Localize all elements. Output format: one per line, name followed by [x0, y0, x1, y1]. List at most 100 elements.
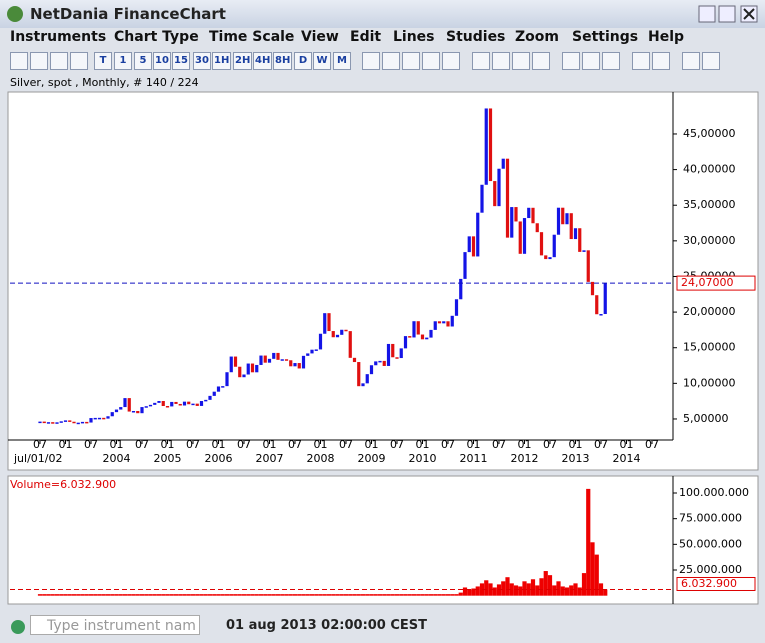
- menu-item[interactable]: Chart Type: [114, 29, 199, 45]
- toolbar-icon[interactable]: [582, 52, 600, 70]
- candle-body: [310, 349, 314, 354]
- candle-body: [425, 337, 429, 340]
- toolbar-button[interactable]: W: [313, 52, 331, 70]
- toolbar-icon[interactable]: [362, 52, 380, 70]
- status-icon: [11, 620, 25, 634]
- toolbar-icon[interactable]: [422, 52, 440, 70]
- candle-body: [480, 184, 484, 213]
- candle-body: [467, 236, 471, 253]
- candle-body: [539, 232, 544, 256]
- candle-body: [335, 334, 340, 338]
- toolbar-icon[interactable]: [70, 52, 88, 70]
- toolbar-icon[interactable]: [402, 52, 420, 70]
- volume-bar: [101, 594, 106, 596]
- volume-bar: [390, 594, 395, 596]
- x-tick-label-year: 2011: [460, 452, 488, 465]
- toolbar-button[interactable]: 1: [114, 52, 132, 70]
- toolbar-button[interactable]: 1H: [212, 52, 232, 70]
- candle-body: [433, 321, 437, 330]
- x-tick-label-year: 2009: [358, 452, 386, 465]
- volume-bar: [564, 587, 570, 596]
- toolbar-icon[interactable]: [512, 52, 530, 70]
- candle-body: [595, 295, 599, 315]
- candle-body: [161, 401, 165, 407]
- toolbar-icon[interactable]: [30, 52, 48, 70]
- toolbar-button[interactable]: 10: [153, 52, 171, 70]
- toolbar-icon[interactable]: [50, 52, 68, 70]
- x-tick-label: 07: [135, 438, 149, 451]
- toolbar-icon[interactable]: [602, 52, 620, 70]
- toolbar-icon[interactable]: [562, 52, 580, 70]
- menu-item[interactable]: Time Scale: [209, 29, 295, 45]
- toolbar-icon[interactable]: [472, 52, 490, 70]
- toolbar-icon[interactable]: [632, 52, 650, 70]
- candle-body: [225, 372, 229, 387]
- toolbar-button[interactable]: 4H: [253, 52, 273, 70]
- menu-item[interactable]: Studies: [446, 29, 506, 45]
- toolbar-icon[interactable]: [652, 52, 670, 70]
- x-tick-label: 07: [594, 438, 608, 451]
- volume-bar: [288, 594, 293, 596]
- candle-body: [63, 420, 68, 422]
- candle-body: [412, 321, 416, 338]
- menu-item[interactable]: Lines: [393, 29, 435, 45]
- toolbar-button[interactable]: 8H: [273, 52, 293, 70]
- toolbar-button[interactable]: 15: [172, 52, 190, 70]
- toolbar-button[interactable]: D: [294, 52, 312, 70]
- candle-body: [471, 236, 476, 257]
- toolbar-button[interactable]: T: [94, 52, 112, 70]
- toolbar-icon[interactable]: [682, 52, 700, 70]
- x-tick-label-year: 2012: [511, 452, 539, 465]
- candle-body: [331, 331, 335, 338]
- instrument-input[interactable]: Type instrument nam: [30, 615, 200, 635]
- toolbar-icon[interactable]: [532, 52, 550, 70]
- toolbar-button[interactable]: 30: [193, 52, 211, 70]
- volume-bar: [569, 585, 574, 596]
- volume-bar: [343, 594, 349, 596]
- candle-body: [505, 158, 510, 238]
- window-buttons[interactable]: [698, 5, 758, 25]
- menu-item[interactable]: Help: [648, 29, 685, 45]
- volume-bar: [441, 594, 446, 596]
- toolbar-icon[interactable]: [492, 52, 510, 70]
- menu-item[interactable]: Settings: [572, 29, 639, 45]
- volume-bar: [526, 583, 531, 596]
- candle-body: [242, 374, 246, 378]
- candle-body: [267, 358, 272, 363]
- volume-bar: [280, 594, 285, 596]
- volume-bar: [560, 586, 565, 596]
- volume-bar: [356, 594, 361, 596]
- volume-bar: [37, 594, 43, 596]
- candle-body: [437, 321, 442, 324]
- toolbar-button[interactable]: M: [333, 52, 351, 70]
- menu-item[interactable]: Zoom: [515, 29, 559, 45]
- volume-bar: [152, 594, 157, 596]
- y-tick-label: 15,00000: [683, 341, 736, 354]
- volume-bar: [590, 542, 595, 596]
- candle-body: [97, 417, 102, 420]
- toolbar-button[interactable]: 5: [134, 52, 152, 70]
- toolbar-icon[interactable]: [10, 52, 28, 70]
- candle-body: [408, 336, 412, 338]
- menu-bar: Instruments Chart Type Time Scale View Edit L…: [0, 28, 765, 48]
- candle-body: [238, 366, 242, 378]
- menu-item[interactable]: View: [301, 29, 339, 45]
- toolbar-icon[interactable]: [382, 52, 400, 70]
- menu-item[interactable]: Edit: [350, 29, 382, 45]
- volume-bar: [326, 594, 332, 596]
- toolbar-icon[interactable]: [702, 52, 720, 70]
- toolbar-button[interactable]: 2H: [233, 52, 253, 70]
- candle-body: [199, 401, 204, 406]
- volume-bar: [42, 594, 47, 596]
- candle-body: [493, 181, 497, 207]
- chart-title: Silver, spot , Monthly, # 140 / 224: [10, 76, 199, 89]
- volume-bar: [178, 594, 183, 596]
- menu-item[interactable]: Instruments: [10, 29, 107, 45]
- toolbar-icon[interactable]: [442, 52, 460, 70]
- toolbar: T 1 5 10 15 30 1H 2H 4H 8H D W M: [0, 50, 765, 74]
- volume-bar: [114, 594, 119, 596]
- candle-body: [293, 363, 297, 367]
- candle-body: [531, 207, 535, 224]
- candle-body: [301, 355, 306, 369]
- volume-bar: [203, 594, 208, 596]
